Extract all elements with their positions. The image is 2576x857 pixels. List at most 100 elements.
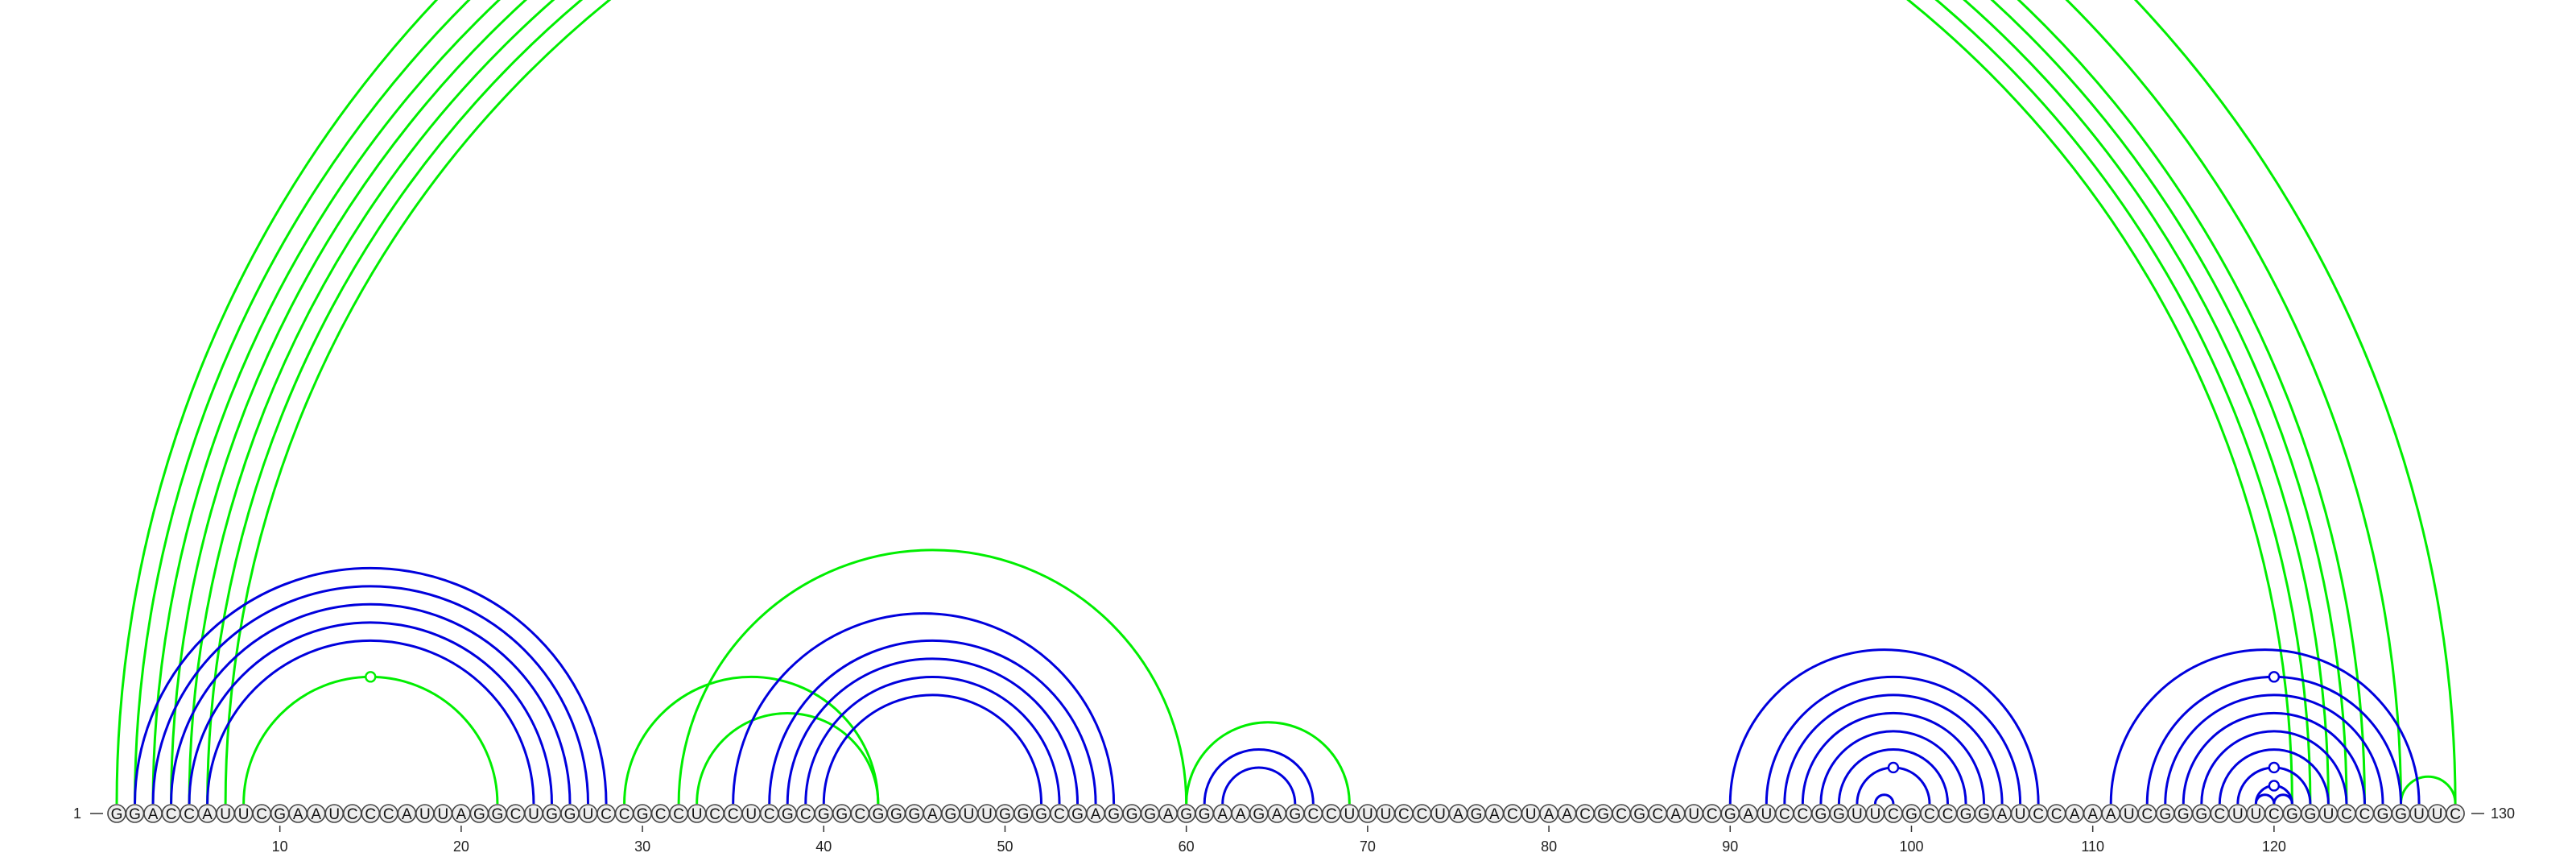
nucleotide: U — [1847, 804, 1867, 823]
nucleotide-letter: G — [492, 806, 504, 823]
nucleotide: G — [542, 804, 562, 823]
tick-label: 10 — [272, 838, 288, 855]
nucleotide: U — [1358, 804, 1377, 823]
nucleotide: U — [415, 804, 435, 823]
nucleotide: U — [2409, 804, 2429, 823]
nucleotide: C — [2046, 804, 2066, 823]
nucleotide-letter: U — [691, 806, 703, 823]
blue-pair-arc — [2254, 793, 2276, 805]
tick-label: 70 — [1360, 838, 1376, 855]
nucleotide-letter: A — [1236, 806, 1246, 823]
nucleotide-letter: C — [383, 806, 394, 823]
nucleotide-letter: G — [818, 806, 830, 823]
green-pair-arc — [206, 0, 2312, 805]
nucleotide-letter: C — [1307, 806, 1319, 823]
tick-label: 80 — [1541, 838, 1557, 855]
blue-pair-arc — [1728, 648, 2040, 805]
nucleotide-letter: G — [945, 806, 957, 823]
nucleotide: G — [2301, 804, 2320, 823]
nucleotide: U — [2010, 804, 2030, 823]
nucleotide-letter: U — [220, 806, 231, 823]
nucleotide-letter: U — [1870, 806, 1881, 823]
nucleotide-letter: A — [402, 806, 412, 823]
nucleotide-letter: U — [528, 806, 539, 823]
nucleotide-letter: G — [2377, 806, 2389, 823]
nucleotide: A — [1448, 804, 1468, 823]
green-pair-arc — [1185, 721, 1351, 805]
nucleotide-letter: G — [473, 806, 485, 823]
blue-pair-arc — [151, 585, 590, 805]
arc-midpoint-marker — [2268, 761, 2281, 774]
nucleotide-letter: C — [1054, 806, 1065, 823]
nucleotide: U — [1521, 804, 1541, 823]
nucleotide-letter: U — [1688, 806, 1699, 823]
nucleotide: C — [1702, 804, 1722, 823]
nucleotide: U — [1340, 804, 1360, 823]
nucleotide: G — [1104, 804, 1124, 823]
nucleotide: C — [361, 804, 381, 823]
nucleotide-letter: C — [1579, 806, 1591, 823]
arc-midpoint-marker — [365, 671, 377, 683]
nucleotide: A — [452, 804, 471, 823]
nucleotide-letter: G — [1144, 806, 1156, 823]
nucleotide-letter: A — [1670, 806, 1681, 823]
nucleotide: U — [524, 804, 543, 823]
nucleotide: G — [2192, 804, 2211, 823]
nucleotide: C — [2137, 804, 2157, 823]
green-pair-arc — [242, 675, 499, 805]
nucleotide: U — [1684, 804, 1704, 823]
nucleotide-letter: G — [1978, 806, 1990, 823]
nucleotide-letter: C — [2033, 806, 2044, 823]
green-pair-arc — [623, 675, 880, 805]
nucleotide-letter: C — [854, 806, 865, 823]
nucleotide: G — [905, 804, 924, 823]
green-pair-arc — [115, 0, 2457, 805]
nucleotide-letter: U — [437, 806, 448, 823]
nucleotide-letter: U — [2413, 806, 2425, 823]
nucleotide-letter: U — [745, 806, 757, 823]
arcs-layer — [115, 0, 2457, 805]
nucleotide-letter: A — [1997, 806, 2008, 823]
nucleotide: A — [306, 804, 326, 823]
green-pair-arc — [224, 0, 2293, 805]
blue-pair-arc — [822, 693, 1043, 805]
nucleotide-letter: A — [456, 806, 467, 823]
nucleotide: C — [669, 804, 688, 823]
nucleotide-letter: C — [365, 806, 376, 823]
nucleotide: C — [1503, 804, 1522, 823]
nucleotide: G — [1031, 804, 1051, 823]
nucleotide-letter: A — [1272, 806, 1282, 823]
nucleotide-letter: G — [1108, 806, 1120, 823]
nucleotide-letter: C — [601, 806, 612, 823]
nucleotide: U — [959, 804, 979, 823]
nucleotide: G — [886, 804, 906, 823]
nucleotide-letter: C — [1417, 806, 1428, 823]
nucleotide: A — [1158, 804, 1178, 823]
nucleotide-letter: C — [1924, 806, 1935, 823]
blue-pair-arc — [188, 621, 553, 805]
nucleotide-letter: A — [1544, 806, 1554, 823]
nucleotide-letter: U — [238, 806, 250, 823]
nucleotide-letter: G — [1905, 806, 1918, 823]
nucleotide-letter: A — [202, 806, 213, 823]
tick-label: 20 — [453, 838, 469, 855]
nucleotide: A — [197, 804, 217, 823]
nucleotide: C — [705, 804, 724, 823]
nucleotide-letter: A — [311, 806, 321, 823]
nucleotide-letter: G — [2195, 806, 2207, 823]
nucleotide-letter: C — [673, 806, 684, 823]
nucleotide-letter: U — [2124, 806, 2135, 823]
nucleotide: A — [1267, 804, 1287, 823]
nucleotide: C — [2029, 804, 2048, 823]
nucleotide: A — [2101, 804, 2120, 823]
nucleotide: G — [1286, 804, 1305, 823]
nucleotide: C — [2210, 804, 2230, 823]
nucleotide: G — [560, 804, 580, 823]
tick-label: 30 — [634, 838, 650, 855]
nucleotide-letter: G — [2305, 806, 2317, 823]
tick-label: 90 — [1722, 838, 1738, 855]
nucleotide: U — [216, 804, 235, 823]
blue-pair-arc — [804, 675, 1061, 805]
blue-pair-arc — [1203, 748, 1315, 805]
